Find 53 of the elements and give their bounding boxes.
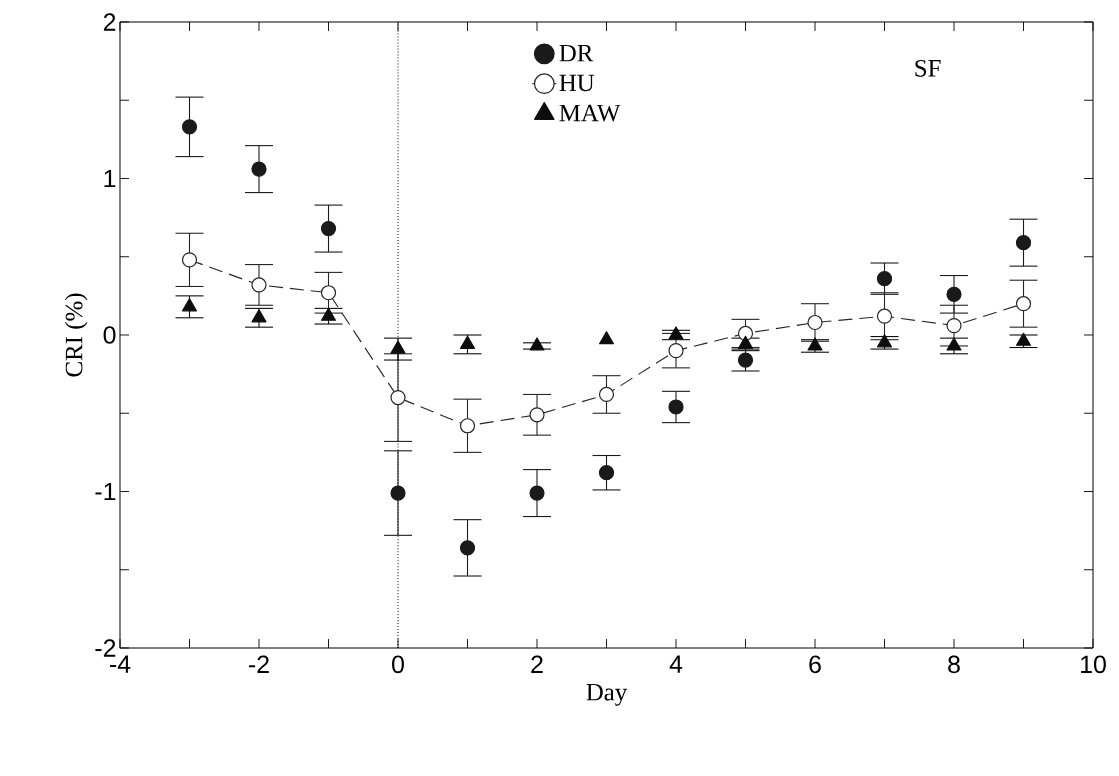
x-tick-label: -2 <box>249 655 269 673</box>
point <box>737 335 754 349</box>
point <box>529 407 545 423</box>
point <box>876 334 893 348</box>
point <box>459 418 476 434</box>
legend-label: HU <box>559 74 595 92</box>
x-tick-label: 4 <box>669 655 683 673</box>
point <box>668 399 684 415</box>
y-tick-label: 1 <box>104 169 116 188</box>
point <box>251 161 267 177</box>
point <box>598 386 615 403</box>
point <box>876 308 893 324</box>
point <box>181 252 198 268</box>
y-tick-label: -1 <box>95 482 116 501</box>
y-tick-label: 0 <box>103 326 116 344</box>
point <box>1015 235 1032 251</box>
legend-label: DR <box>559 44 594 62</box>
point <box>946 318 962 334</box>
point <box>181 119 198 135</box>
point <box>1015 296 1032 312</box>
point <box>737 325 754 342</box>
point <box>459 540 476 556</box>
point <box>598 331 615 345</box>
point <box>1015 332 1032 346</box>
point <box>668 326 684 340</box>
point <box>320 285 337 301</box>
y-tick-label: -2 <box>95 639 116 657</box>
y-axis-title: CRI (%) <box>64 293 88 377</box>
point <box>946 286 962 302</box>
point <box>320 307 337 321</box>
point <box>876 271 893 287</box>
point <box>529 485 545 501</box>
point <box>807 337 823 351</box>
x-axis-title: Day <box>586 683 628 706</box>
point <box>390 390 406 406</box>
annotation: SF <box>915 59 941 77</box>
point <box>668 343 684 359</box>
x-tick-label: 10 <box>1081 655 1106 674</box>
x-tick-label: 2 <box>531 655 543 673</box>
point <box>598 465 615 481</box>
x-tick-label: 0 <box>392 655 404 674</box>
point <box>737 352 754 368</box>
point <box>251 277 267 293</box>
x-tick-label: 6 <box>809 655 821 674</box>
point <box>390 485 406 501</box>
legend-label: MAW <box>559 104 621 122</box>
y-tick-label: 2 <box>103 13 116 31</box>
point <box>320 220 337 237</box>
point <box>807 314 823 331</box>
x-tick-label: 8 <box>948 655 960 674</box>
point <box>946 337 962 351</box>
x-tick-label: -4 <box>110 655 131 673</box>
point <box>529 337 545 351</box>
